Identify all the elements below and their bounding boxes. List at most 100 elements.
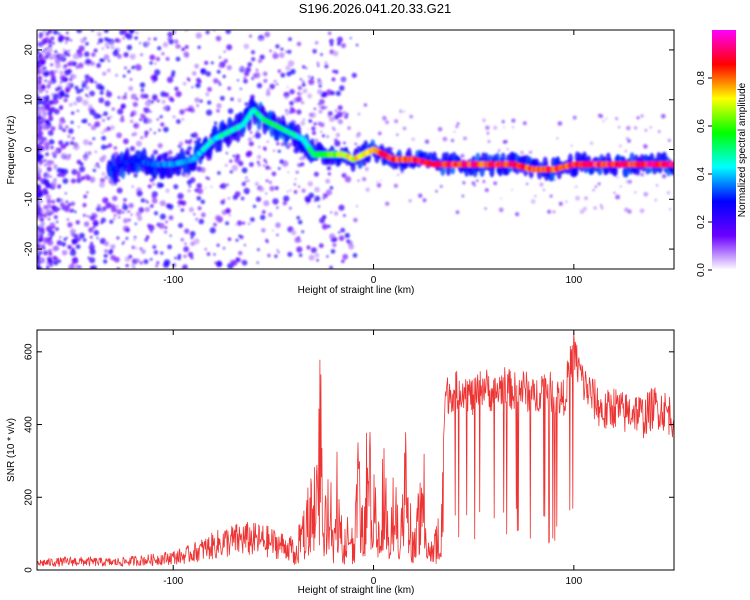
spectrogram-noise-cell	[341, 259, 345, 264]
snr-y-axis: 0 200 400 600	[24, 343, 674, 573]
spectrogram-noise-cell	[396, 133, 399, 136]
colorbar-label: Normalized spectral amplitude	[737, 82, 748, 217]
spectrogram-noise-cell	[135, 63, 141, 69]
spectrogram-noise-cell	[104, 175, 109, 180]
spectrogram-noise-cell	[239, 65, 244, 71]
spectrogram-noise-cell	[140, 88, 145, 92]
spectrogram-noise-cell	[613, 191, 616, 194]
spectrogram-noise-cell	[152, 76, 158, 82]
spectrogram-noise-cell	[43, 243, 46, 246]
spectrogram-noise-cell	[308, 78, 315, 85]
spectrogram-noise-cell	[525, 182, 529, 186]
spectrogram-noise-cell	[153, 37, 157, 41]
spectrogram-noise-cell	[403, 110, 406, 113]
spectrogram-noise-cell	[57, 86, 61, 91]
spectrogram-noise-cell	[67, 222, 73, 228]
spectrogram-noise-cell	[243, 187, 250, 194]
spectrogram-noise-cell	[592, 188, 595, 192]
spectrogram-noise-cell	[164, 92, 170, 98]
snr-x-axis: -100 0 100	[163, 330, 583, 587]
spectrogram-noise-cell	[656, 184, 658, 187]
spectrogram-noise-cell	[158, 128, 161, 132]
spectrogram-noise-cell	[123, 198, 127, 202]
spectrogram-noise-cell	[624, 149, 628, 153]
spectrogram-noise-cell	[87, 151, 92, 156]
spectrogram-noise-cell	[77, 65, 80, 68]
spectrogram-noise-cell	[178, 223, 183, 228]
spectrogram-noise-cell	[245, 66, 251, 73]
spectrogram-noise-cell	[296, 41, 302, 47]
spectrogram-noise-cell	[196, 166, 203, 172]
spectrogram-noise-cell	[58, 122, 63, 128]
spectrogram-noise-cell	[307, 93, 313, 99]
spectrogram-noise-cell	[85, 85, 90, 91]
spectrogram-noise-cell	[37, 138, 40, 142]
spectrogram-noise-cell	[318, 243, 324, 249]
spectrogram-noise-cell	[47, 30, 53, 34]
spectrogram-noise-cell	[356, 205, 358, 208]
spectrogram-noise-cell	[277, 149, 281, 153]
spectrogram-noise-cell	[314, 41, 319, 45]
spectrogram-noise-cell	[643, 144, 648, 149]
spectrogram-noise-cell	[272, 229, 275, 232]
spectrogram-noise-cell	[149, 61, 153, 65]
spectrogram-noise-cell	[391, 147, 394, 150]
spectrogram-noise-cell	[38, 34, 43, 39]
spectrogram-noise-cell	[299, 157, 302, 160]
spectrogram-noise-cell	[313, 107, 317, 111]
spectrogram-noise-cell	[263, 200, 270, 207]
spectrogram-noise-cell	[338, 204, 345, 211]
spectrogram-noise-cell	[54, 69, 58, 74]
spectrogram-noise-cell	[168, 96, 174, 102]
spectrogram-noise-cell	[114, 256, 120, 263]
spectrogram-noise-cell	[150, 100, 154, 104]
spectrogram-noise-cell	[314, 186, 320, 193]
spectrogram-noise-cell	[179, 109, 185, 115]
spectrogram-noise-cell	[225, 152, 228, 155]
spectrogram-noise-cell	[139, 118, 143, 122]
spectrogram-noise-cell	[312, 131, 316, 135]
spectrogram-noise-cell	[296, 109, 302, 115]
spectrogram-noise-cell	[290, 68, 296, 75]
spectrogram-noise-cell	[37, 225, 40, 230]
spectrogram-noise-cell	[437, 127, 443, 132]
spectrogram-noise-cell	[288, 37, 292, 42]
spectrogram-noise-cell	[37, 99, 40, 102]
spectrogram-noise-cell	[322, 215, 325, 218]
spectrogram-noise-cell	[146, 235, 150, 239]
spectrogram-noise-cell	[49, 56, 53, 60]
spectrogram-noise-cell	[302, 65, 306, 69]
spectrogram-noise-cell	[37, 60, 41, 64]
spectrogram-noise-cell	[325, 178, 331, 184]
spectrogram-noise-cell	[225, 221, 230, 226]
spectrogram-noise-cell	[37, 249, 40, 255]
spectrogram-noise-cell	[277, 251, 280, 254]
spectrogram-noise-cell	[74, 85, 79, 90]
spectrogram-noise-cell	[41, 66, 44, 69]
spectrogram-noise-cell	[100, 217, 106, 223]
spectrogram-noise-cell	[222, 247, 226, 250]
spectrogram-noise-cell	[166, 76, 174, 84]
spectrogram-noise-cell	[271, 171, 277, 177]
spectrogram-noise-cell	[110, 115, 113, 118]
spectrogram-noise-cell	[320, 130, 323, 133]
spectrogram-noise-cell	[78, 96, 83, 102]
spectrogram-noise-cell	[53, 166, 57, 170]
spectrogram-noise-cell	[128, 254, 133, 259]
spectrogram-noise-cell	[110, 244, 116, 250]
spectrogram-noise-cell	[227, 197, 231, 200]
spectrogram-noise-cell	[219, 184, 223, 189]
spectrogram-noise-cell	[276, 249, 279, 252]
spectrogram-noise-cell	[98, 165, 101, 169]
spectrogram-noise-cell	[251, 77, 255, 80]
spectrogram-noise-cell	[127, 69, 131, 74]
spectrogram-noise-cell	[200, 199, 205, 204]
spectrogram-noise-cell	[579, 209, 585, 214]
spectrogram-noise-cell	[257, 58, 263, 64]
spectrogram-noise-cell	[376, 182, 382, 188]
spectrogram-noise-cell	[106, 46, 110, 49]
spectrogram-noise-cell	[103, 259, 108, 264]
spectrogram-noise-cell	[661, 174, 667, 179]
spectrogram-noise-cell	[67, 53, 71, 57]
